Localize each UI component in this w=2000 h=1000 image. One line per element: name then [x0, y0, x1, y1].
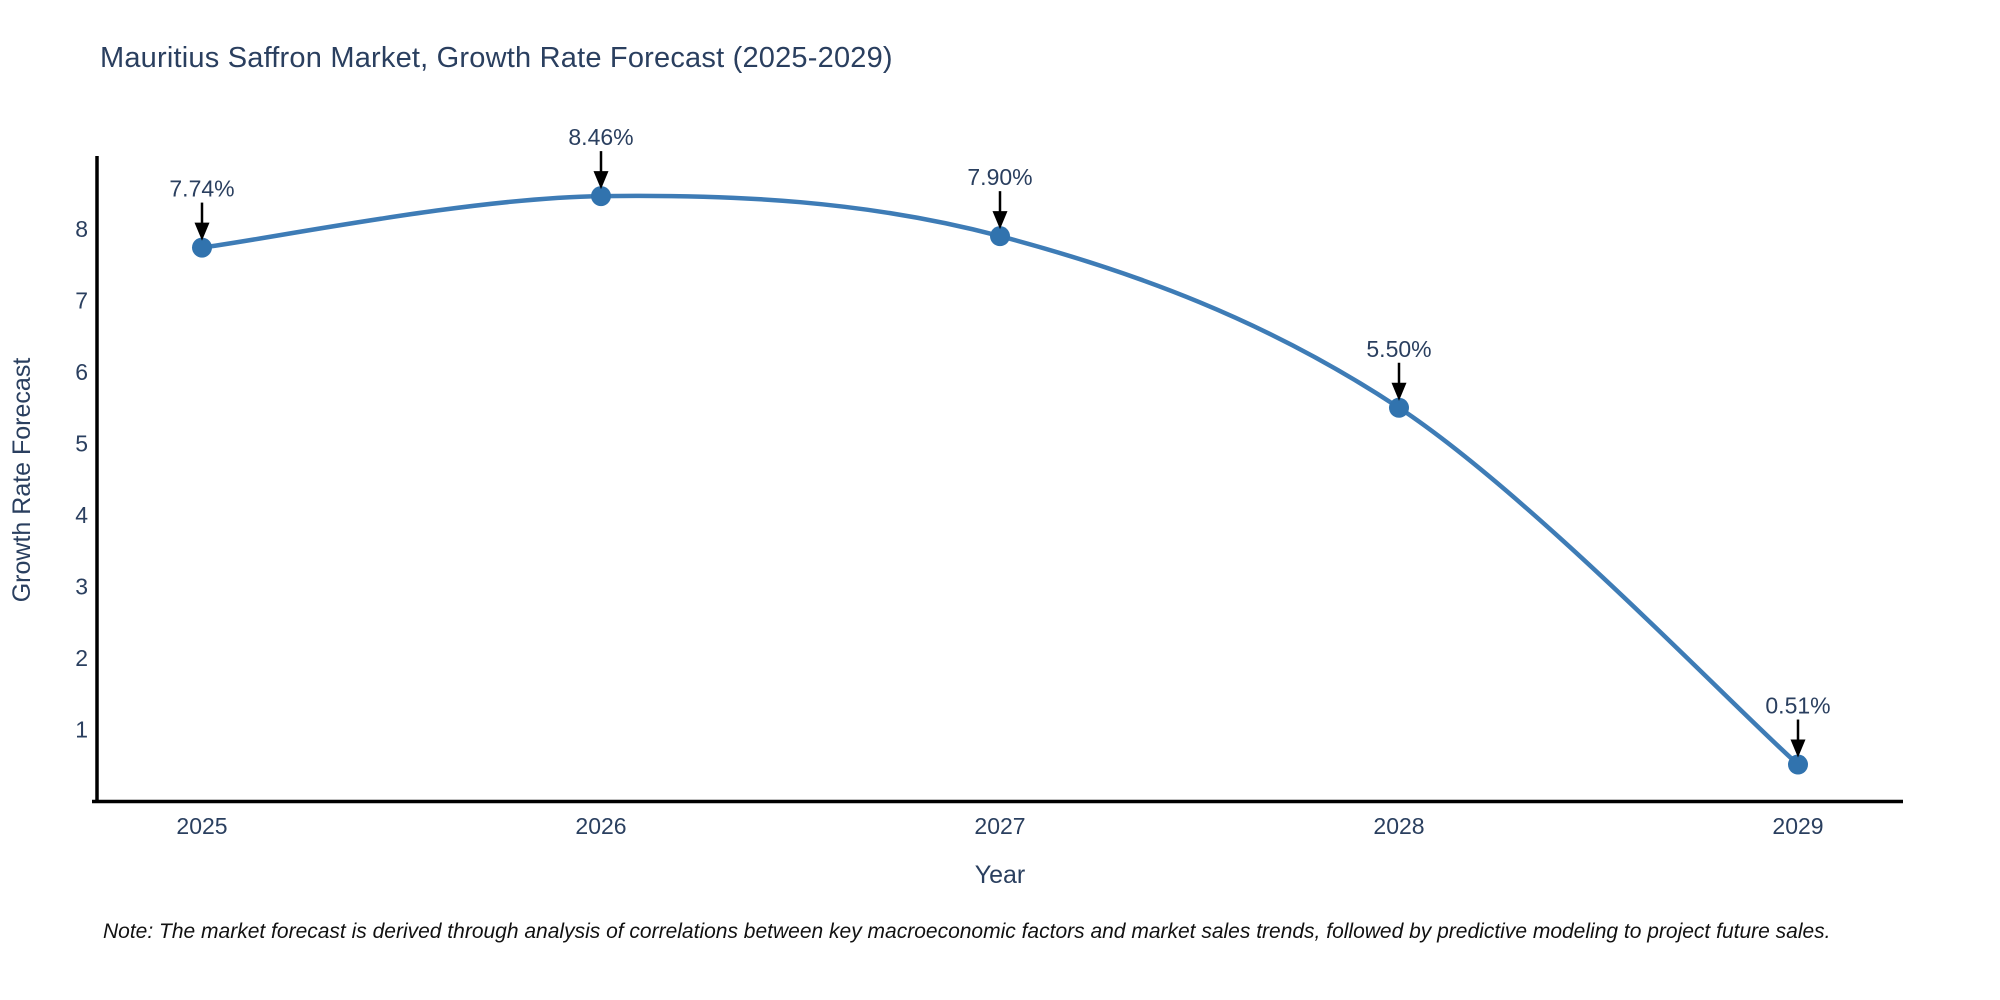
- annotation-label: 5.50%: [1366, 336, 1431, 362]
- annotation-arrowhead: [1790, 739, 1806, 758]
- y-axis-title: Growth Rate Forecast: [8, 358, 36, 603]
- annotation-label: 0.51%: [1765, 693, 1830, 719]
- data-point-2029[interactable]: [1788, 754, 1808, 775]
- x-tick-label: 2026: [575, 813, 626, 839]
- footnote: Note: The market forecast is derived thr…: [103, 920, 1831, 943]
- chart-title: Mauritius Saffron Market, Growth Rate Fo…: [100, 42, 893, 74]
- y-tick-label: 7: [75, 288, 88, 314]
- y-tick-label: 5: [75, 431, 88, 457]
- series-line: [199, 193, 1801, 767]
- data-point-2028[interactable]: [1389, 397, 1409, 418]
- annotation-arrowhead: [992, 211, 1008, 230]
- data-point-2025[interactable]: [192, 237, 212, 258]
- x-tick-label: 2025: [176, 813, 227, 839]
- x-tick-label: 2028: [1373, 813, 1424, 839]
- x-tick-label: 2029: [1772, 813, 1823, 839]
- y-tick-label: 2: [75, 645, 88, 671]
- y-tick-label: 3: [75, 574, 88, 600]
- x-tick-label: 2027: [974, 813, 1025, 839]
- annotation-label: 8.46%: [568, 124, 633, 150]
- x-axis-title: Year: [975, 861, 1026, 889]
- y-tick-label: 8: [75, 216, 88, 242]
- annotation-arrowhead: [593, 171, 609, 190]
- data-point-2027[interactable]: [990, 226, 1010, 247]
- y-tick-label: 1: [75, 717, 88, 743]
- annotation-arrowhead: [1391, 382, 1407, 401]
- annotation-label: 7.74%: [169, 176, 234, 202]
- y-tick-label: 4: [75, 502, 88, 528]
- data-point-2026[interactable]: [591, 186, 611, 207]
- annotation-label: 7.90%: [967, 164, 1032, 190]
- annotation-arrowhead: [194, 222, 210, 241]
- y-tick-label: 6: [75, 359, 88, 385]
